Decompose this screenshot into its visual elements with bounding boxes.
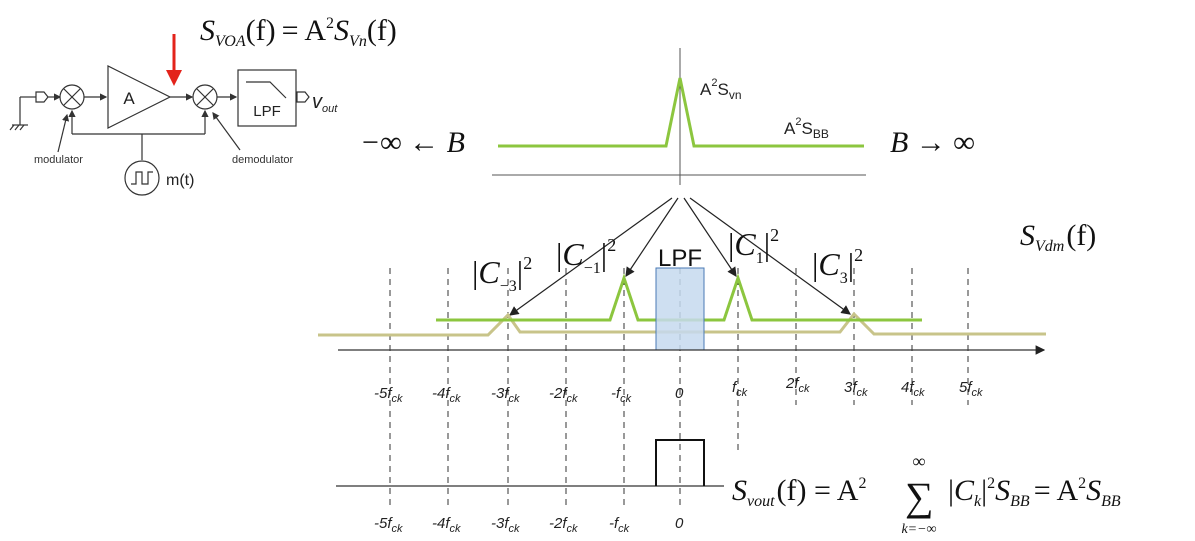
modulator-mixer [59, 84, 85, 110]
tick-label-zero: 0 [675, 385, 684, 402]
tick-label-2fck: 2fck [785, 375, 810, 395]
coef-c-minus-3: |C−3|2 [472, 253, 532, 295]
svdm-label: SVdm(f) [1020, 219, 1096, 255]
coef-c-3: |C3|2 [812, 245, 863, 287]
bottom-tick-labels: -5fck -4fck -3fck -2fck -fck 0 [374, 515, 684, 535]
bottom-tick-label-zero: 0 [675, 515, 684, 532]
peak-label: A2Svn [700, 77, 742, 102]
bandwidth-left-label: −∞ ← B [360, 126, 465, 159]
tick-label-3fck: 3fck [844, 379, 868, 399]
floor-label: A2SBB [784, 116, 829, 141]
sigma-symbol: ∑ [905, 474, 934, 519]
bottom-spectrum [336, 439, 724, 487]
bottom-tick-label-minus-4fck: -4fck [432, 515, 461, 535]
red-arrow-indicator [166, 34, 182, 86]
amplifier-triangle [107, 65, 172, 129]
output-port [296, 91, 310, 103]
demodulator-label: demodulator [232, 154, 293, 166]
clock-source [124, 160, 160, 196]
bottom-tick-label-minus-2fck: -2fck [549, 515, 578, 535]
bottom-lpf-output-rect [655, 439, 705, 486]
amplifier-label: A [123, 89, 135, 108]
bottom-tick-label-minus-5fck: -5fck [374, 515, 403, 535]
coefficient-arrows [509, 197, 851, 316]
svout-lhs: Svout(f) = A2 [732, 474, 866, 510]
sum-lower-limit: k=−∞ [901, 522, 936, 537]
coef-c-1: |C1|2 [728, 225, 779, 267]
tick-label-minus-5fck: -5fck [374, 385, 403, 405]
lpf-passband-box [655, 267, 705, 351]
modulator-label: modulator [34, 154, 83, 166]
bandwidth-right-label: B → ∞ [890, 126, 975, 159]
sum-upper-limit: ∞ [913, 451, 926, 471]
ground-symbol [9, 97, 28, 131]
tick-label-minus-2fck: -2fck [549, 385, 578, 405]
output-label: vout [312, 91, 338, 115]
harmonic-guides [389, 268, 969, 505]
lpf-box-label: LPF [658, 245, 702, 272]
middle-spectrum [318, 267, 1046, 505]
top-spectrum [492, 48, 866, 185]
tick-label-minus-fck: -fck [611, 385, 632, 405]
tick-label-fck: fck [732, 379, 748, 399]
lpf-curve-icon [246, 81, 287, 99]
bottom-tick-label-minus-3fck: -3fck [491, 515, 520, 535]
svoa-equation: SVOA(f) = A2SVn(f) [200, 14, 397, 50]
block-diagram [9, 65, 310, 196]
lpf-block [237, 69, 297, 127]
lpf-block-label: LPF [253, 103, 281, 120]
clock-label: m(t) [166, 172, 194, 189]
middle-tick-labels: -5fck -4fck -3fck -2fck -fck 0 fck 2fck … [374, 375, 983, 405]
tick-label-minus-3fck: -3fck [491, 385, 520, 405]
top-spectrum-curve [498, 77, 864, 148]
bottom-tick-label-minus-fck: -fck [609, 515, 630, 535]
tick-label-4fck: 4fck [901, 379, 925, 399]
svout-rhs: |Ck|2SBB = A2SBB [948, 474, 1121, 510]
tick-label-5fck: 5fck [959, 379, 983, 399]
input-port [35, 91, 49, 103]
demodulator-mixer [192, 84, 218, 110]
tick-label-minus-4fck: -4fck [432, 385, 461, 405]
coef-c-minus-1: |C−1|2 [556, 235, 616, 277]
svout-equation: Svout(f) = A2 ∑ ∞ k=−∞ |Ck|2SBB = A2SBB [732, 451, 1121, 537]
